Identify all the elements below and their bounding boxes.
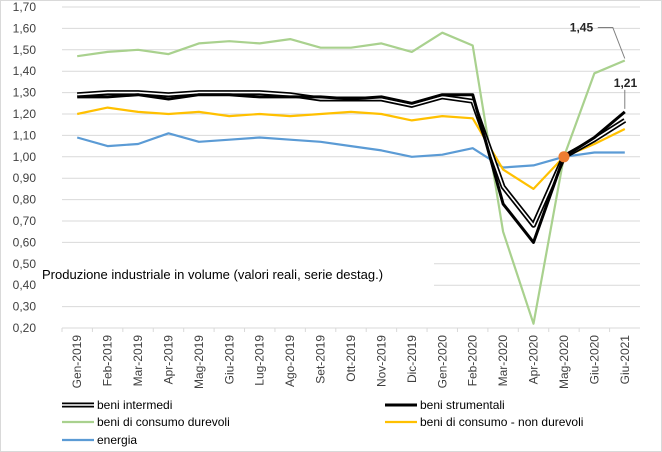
callout-label: 1,21 (614, 76, 638, 90)
highlight-marker-dot (558, 151, 570, 163)
x-tick-label: Mar-2019 (131, 335, 145, 387)
x-tick-label: Nov-2019 (374, 335, 388, 387)
x-tick-label: Dic-2019 (405, 335, 419, 383)
legend-label: beni strumentali (420, 398, 505, 412)
x-tick-label: Apr-2019 (161, 335, 175, 385)
x-tick-label: Feb-2020 (466, 335, 480, 387)
x-tick-label: Giu-2019 (222, 335, 236, 385)
series-line-energia (76, 132, 625, 169)
callout-leader (597, 27, 626, 59)
x-tick-label: Feb-2019 (101, 335, 115, 387)
y-tick-label: 0,50 (13, 257, 37, 271)
y-tick-label: 1,30 (13, 86, 37, 100)
y-tick-label: 1,10 (13, 128, 37, 142)
legend-label: beni di consumo durevoli (97, 415, 230, 429)
x-tick-label: Giu-2021 (618, 335, 632, 385)
y-tick-label: 0,30 (13, 300, 37, 314)
y-axis-ticks: 0,20 0,30 0,40 0,50 0,60 0,70 0,80 0,90 1,00 1,10… (13, 0, 37, 335)
y-tick-label: 0,60 (13, 235, 37, 249)
x-tick-label: Giu-2020 (587, 335, 601, 385)
x-tick-label: Apr-2020 (527, 335, 541, 385)
series-line-beni-strumentali (77, 93, 626, 244)
chart-title: Produzione industriale in volume (valori… (42, 267, 383, 282)
callout-label: 1,45 (570, 21, 594, 35)
x-tick-label: Ago-2019 (283, 335, 297, 387)
series-lines (76, 31, 627, 325)
y-tick-label: 1,50 (13, 43, 37, 57)
y-tick-label: 1,00 (13, 150, 37, 164)
x-tick-label: Mag-2020 (557, 335, 571, 389)
chart-title-background (38, 262, 434, 286)
x-tick-label: Set-2019 (314, 335, 328, 384)
legend-label: beni intermedi (97, 398, 172, 412)
callouts: 1,45 1,21 (570, 21, 638, 109)
y-tick-label: 1,20 (13, 107, 37, 121)
x-tick-label: Ott-2019 (344, 335, 358, 382)
highlight-marker (558, 151, 570, 163)
y-tick-label: 1,70 (13, 0, 37, 14)
x-tick-label: Gen-2020 (435, 335, 449, 389)
y-tick-label: 0,70 (13, 214, 37, 228)
y-tick-label: 0,90 (13, 171, 37, 185)
y-tick-label: 0,20 (13, 321, 37, 335)
legend-label: beni di consumo - non durevoli (420, 415, 583, 429)
series-line-beni-di-consumo-non-durevoli (76, 106, 626, 190)
x-tick-label: Mar-2020 (496, 335, 510, 387)
x-tick-label: Lug-2019 (253, 335, 267, 386)
legend-label: energia (97, 433, 137, 447)
x-tick-label: Gen-2019 (70, 335, 84, 389)
y-tick-label: 1,40 (13, 64, 37, 78)
legend: beni intermedi beni strumentali beni di co… (62, 398, 583, 447)
y-tick-label: 0,80 (13, 193, 37, 207)
series-line-beni-di-consumo-durevoli (77, 31, 626, 325)
y-tick-label: 1,60 (13, 21, 37, 35)
y-tick-label: 0,40 (13, 278, 37, 292)
x-tick-label: Mag-2019 (192, 335, 206, 389)
x-axis-ticks: Gen-2019 Feb-2019 Mar-2019 Apr-2019 Mag-2019… (61, 328, 632, 389)
